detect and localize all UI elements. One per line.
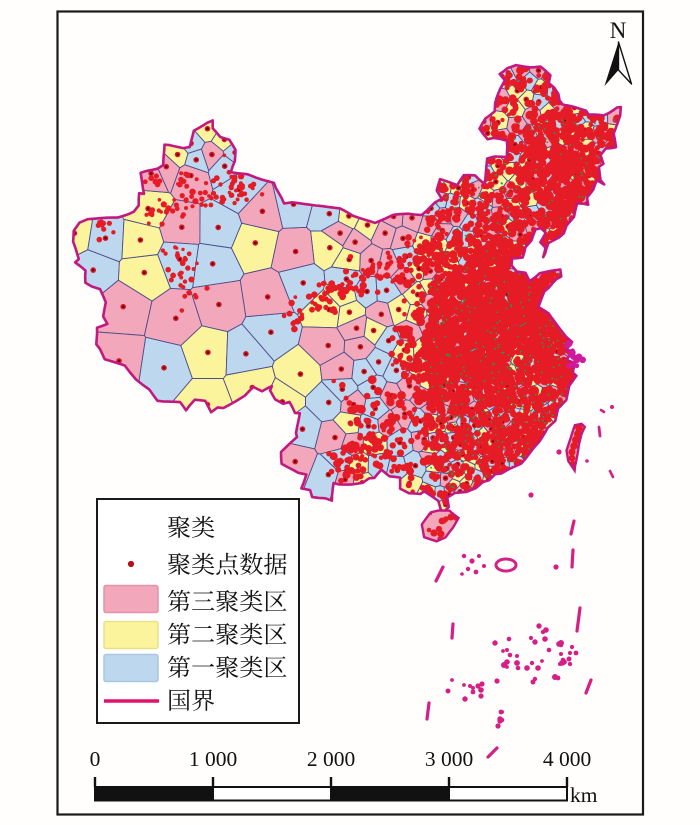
svg-text:2 000: 2 000 [307, 747, 355, 771]
svg-text:3 000: 3 000 [425, 747, 473, 771]
svg-text:km: km [570, 783, 598, 807]
svg-text:N: N [610, 18, 627, 43]
svg-text:0: 0 [90, 747, 101, 771]
svg-text:4 000: 4 000 [543, 747, 591, 771]
svg-text:1 000: 1 000 [189, 747, 237, 771]
